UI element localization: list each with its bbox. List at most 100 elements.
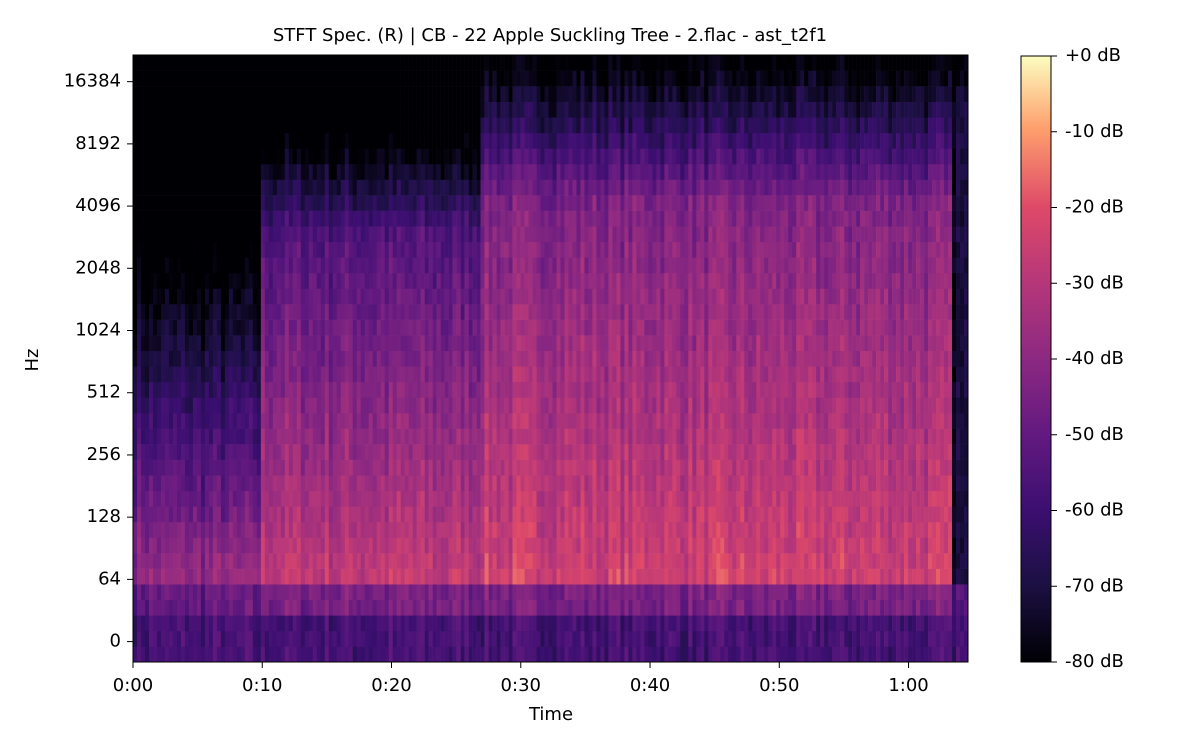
spectrogram-cell — [396, 241, 401, 258]
spectrogram-cell — [520, 630, 525, 647]
spectrogram-cell — [576, 537, 581, 554]
spectrogram-cell — [524, 272, 529, 289]
spectrogram-cell — [340, 646, 346, 663]
spectrogram-cell — [532, 366, 537, 383]
spectrogram-cell — [172, 288, 178, 305]
spectrogram-cell — [388, 241, 393, 258]
spectrogram-cell — [528, 553, 533, 569]
spectrogram-cell — [260, 630, 266, 647]
spectrogram-cell — [196, 335, 202, 352]
spectrogram-cell — [492, 397, 497, 414]
spectrogram-cell — [340, 179, 346, 196]
spectrogram-cell — [164, 381, 170, 398]
spectrogram-cell — [388, 117, 393, 134]
spectrogram-cell — [476, 506, 481, 523]
spectrogram-cell — [336, 117, 342, 134]
spectrogram-cell — [324, 226, 330, 243]
spectrogram-cell — [148, 117, 154, 134]
spectrogram-cell — [488, 584, 493, 601]
spectrogram-cell — [352, 117, 358, 134]
spectrogram-cell — [344, 615, 350, 632]
spectrogram-cell — [172, 148, 178, 165]
spectrogram-cell — [140, 350, 146, 367]
spectrogram-cell — [556, 646, 561, 663]
spectrogram-cell — [448, 148, 453, 165]
spectrogram-cell — [592, 304, 597, 320]
spectrogram-cell — [216, 257, 222, 274]
spectrogram-cell — [596, 366, 601, 383]
spectrogram-cell — [356, 615, 362, 632]
spectrogram-cell — [476, 646, 481, 663]
spectrogram-cell — [208, 397, 214, 414]
spectrogram-cell — [616, 537, 621, 554]
spectrogram-cell — [176, 521, 182, 538]
spectrogram-cell — [192, 459, 198, 476]
spectrogram-cell — [404, 568, 409, 585]
spectrogram-cell — [384, 70, 389, 87]
spectrogram-cell — [440, 412, 445, 429]
spectrogram-cell — [556, 350, 561, 367]
spectrogram-cell — [588, 584, 593, 601]
spectrogram-cell — [204, 257, 210, 274]
spectrogram-cell — [624, 335, 629, 352]
spectrogram-cell — [232, 148, 238, 165]
spectrogram-cell — [460, 521, 465, 538]
spectrogram-cell — [472, 132, 477, 149]
spectrogram-cell — [232, 179, 238, 196]
spectrogram-cell — [488, 428, 493, 445]
spectrogram-cell — [184, 475, 190, 492]
spectrogram-cell — [300, 86, 306, 102]
spectrogram-cell — [500, 101, 505, 118]
spectrogram-cell — [220, 55, 226, 71]
spectrogram-cell — [216, 475, 222, 492]
spectrogram-cell — [292, 272, 298, 289]
spectrogram-cell — [568, 444, 573, 460]
spectrogram-cell — [448, 553, 453, 569]
spectrogram-cell — [184, 241, 190, 258]
spectrogram-cell — [140, 226, 146, 243]
spectrogram-cell — [392, 350, 397, 367]
spectrogram-cell — [356, 179, 362, 196]
spectrogram-cell — [492, 537, 497, 554]
spectrogram-cell — [636, 257, 641, 274]
spectrogram-cell — [328, 646, 334, 663]
spectrogram-cell — [536, 210, 541, 227]
spectrogram-cell — [636, 210, 641, 227]
spectrogram-cell — [552, 459, 557, 476]
spectrogram-cell — [340, 428, 346, 445]
spectrogram-cell — [436, 226, 441, 243]
spectrogram-cell — [152, 537, 158, 554]
spectrogram-cell — [476, 428, 481, 445]
spectrogram-cell — [460, 257, 465, 274]
spectrogram-cell — [400, 490, 405, 507]
spectrogram-cell — [348, 459, 354, 476]
spectrogram-cell — [624, 459, 629, 476]
spectrogram-cell — [452, 319, 457, 336]
spectrogram-cell — [356, 537, 362, 554]
spectrogram-cell — [176, 444, 182, 460]
spectrogram-cell — [240, 226, 246, 243]
spectrogram-cell — [220, 226, 226, 243]
spectrogram-cell — [276, 444, 282, 460]
spectrogram-cell — [628, 584, 633, 601]
spectrogram-cell — [496, 86, 501, 102]
spectrogram-cell — [388, 70, 393, 87]
spectrogram-cell — [436, 381, 441, 398]
spectrogram-cell — [140, 195, 146, 211]
spectrogram-cell — [612, 335, 617, 352]
spectrogram-cell — [320, 584, 326, 601]
spectrogram-cell — [296, 335, 302, 352]
spectrogram-cell — [372, 70, 378, 87]
spectrogram-cell — [212, 101, 218, 118]
spectrogram-cell — [484, 55, 489, 71]
spectrogram-cell — [516, 428, 521, 445]
spectrogram-cell — [240, 428, 246, 445]
spectrogram-cell — [340, 272, 346, 289]
spectrogram-cell — [520, 241, 525, 258]
spectrogram-cell — [396, 179, 401, 196]
spectrogram-cell — [484, 397, 489, 414]
spectrogram-cell — [580, 70, 585, 87]
spectrogram-cell — [168, 70, 174, 87]
spectrogram-cell — [328, 195, 334, 211]
spectrogram-cell — [212, 599, 218, 616]
